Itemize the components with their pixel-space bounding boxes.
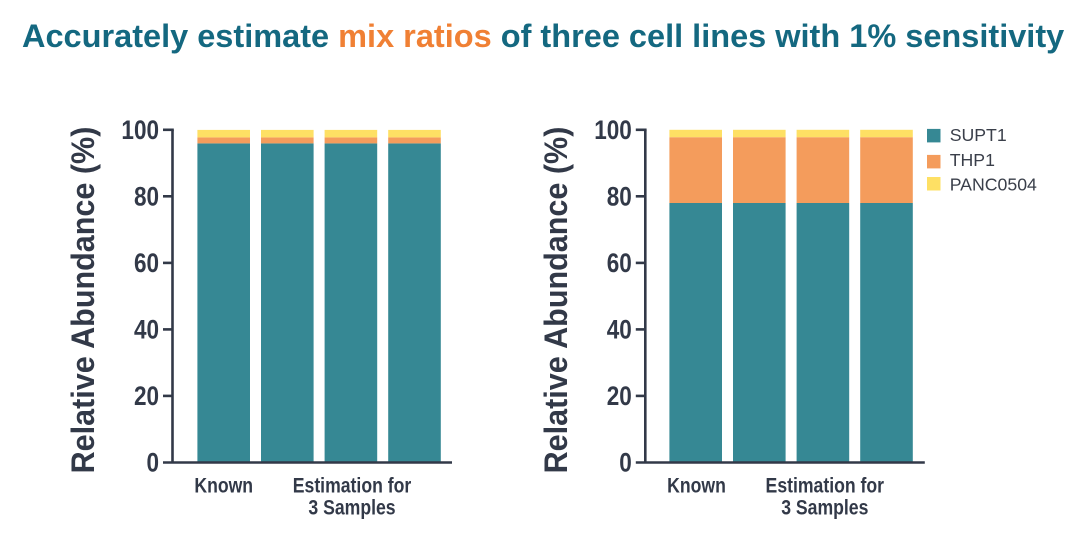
svg-text:80: 80 bbox=[134, 183, 159, 212]
svg-text:0: 0 bbox=[619, 449, 632, 478]
svg-text:40: 40 bbox=[134, 316, 159, 345]
svg-text:0: 0 bbox=[146, 449, 159, 478]
svg-text:20: 20 bbox=[607, 382, 632, 411]
svg-text:Relative Abundance (%): Relative Abundance (%) bbox=[538, 127, 574, 474]
svg-text:100: 100 bbox=[121, 116, 159, 145]
svg-text:PANC0504: PANC0504 bbox=[950, 175, 1037, 195]
svg-text:Relative Abundance (%): Relative Abundance (%) bbox=[65, 127, 101, 474]
svg-text:20: 20 bbox=[134, 382, 159, 411]
svg-text:Accurately estimate mix ratios: Accurately estimate mix ratios of three … bbox=[22, 18, 1064, 54]
svg-text:Known: Known bbox=[194, 474, 253, 498]
svg-text:THP1: THP1 bbox=[950, 150, 995, 170]
svg-text:Estimation for: Estimation for bbox=[766, 474, 885, 498]
svg-text:SUPT1: SUPT1 bbox=[950, 125, 1007, 145]
svg-text:Known: Known bbox=[667, 474, 726, 498]
svg-text:60: 60 bbox=[607, 249, 632, 278]
svg-text:40: 40 bbox=[607, 316, 632, 345]
svg-text:60: 60 bbox=[134, 249, 159, 278]
svg-text:100: 100 bbox=[594, 116, 632, 145]
svg-text:80: 80 bbox=[607, 183, 632, 212]
svg-text:3 Samples: 3 Samples bbox=[781, 496, 868, 520]
svg-text:3 Samples: 3 Samples bbox=[308, 496, 395, 520]
svg-text:Estimation for: Estimation for bbox=[293, 474, 412, 498]
